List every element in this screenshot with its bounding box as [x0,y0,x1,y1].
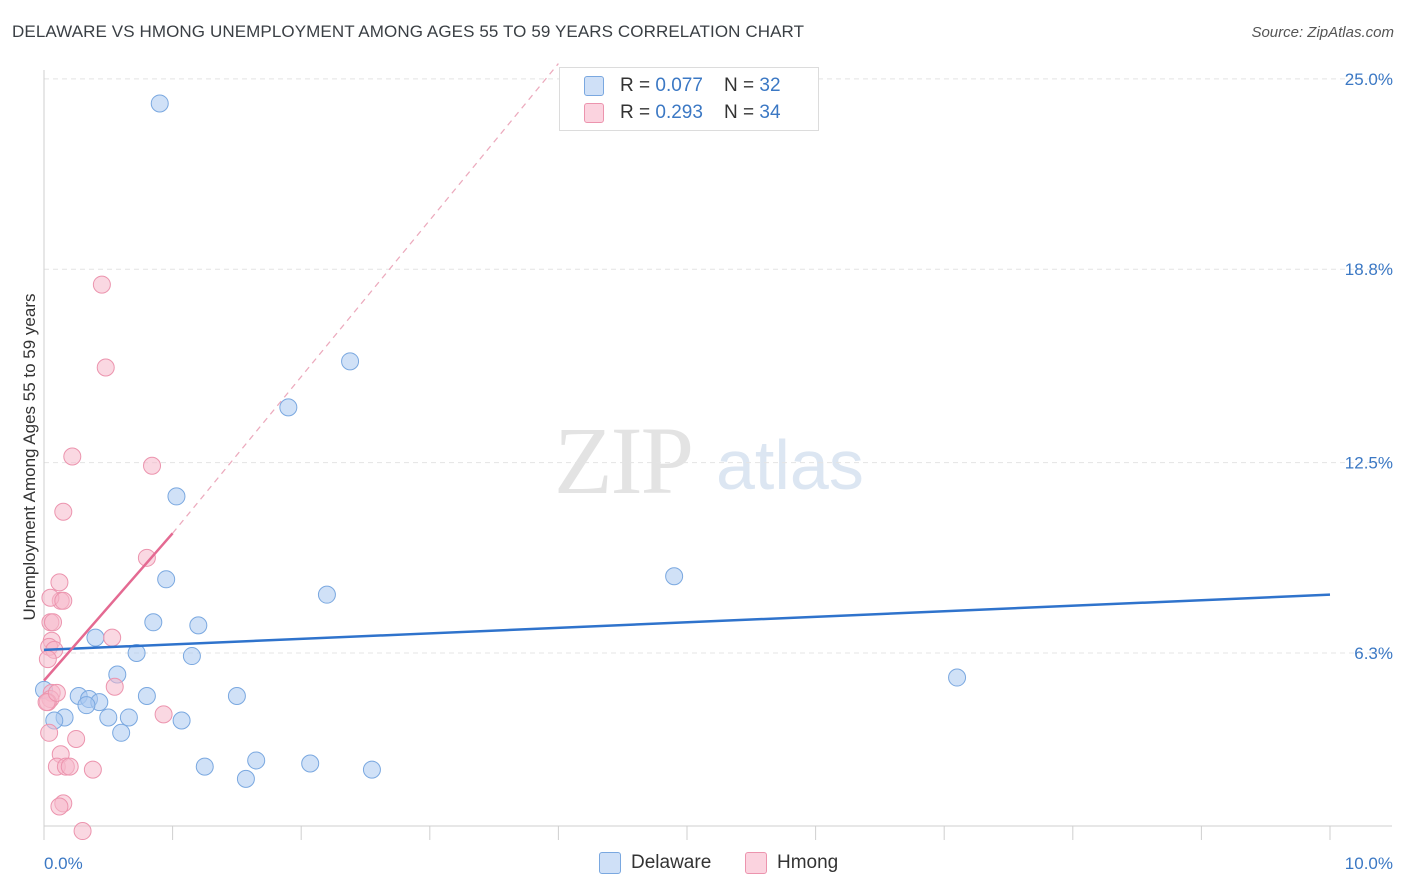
delaware-point [150,94,169,113]
delaware-point [127,643,146,662]
delaware-point [665,567,684,586]
hmong-trend-extension [172,63,559,534]
hmong-trend-line [43,532,174,682]
hmong-point [63,447,82,466]
legend-r-value-delaware: 0.077 [655,75,703,96]
bottom-legend-delaware: Delaware [599,852,711,874]
y-tick-label: 25.0% [1345,70,1393,89]
delaware-point [247,751,266,770]
delaware-point [77,696,96,715]
delaware-point [341,352,360,371]
legend-r-label: R = [620,75,656,96]
hmong-point [105,677,124,696]
delaware-point [137,686,156,705]
legend-swatch-delaware [584,76,604,96]
hmong-point [143,456,162,475]
legend-n-value-delaware: 32 [759,75,781,96]
hmong-point [92,275,111,294]
delaware-point [236,769,255,788]
delaware-point [144,613,163,632]
hmong-point [154,705,173,724]
delaware-point [112,723,131,742]
legend-swatch-hmong [584,103,604,123]
delaware-point [948,668,967,687]
source-credit: Source: ZipAtlas.com [1251,24,1394,41]
y-axis-label: Unemployment Among Ages 55 to 59 years [20,293,39,621]
hmong-point [96,358,115,377]
correlation-legend: R = 0.077 N = 32 R = 0.293 N = 34 [559,67,819,131]
delaware-trend-line [43,593,1331,652]
hmong-point [38,650,57,669]
legend-r-value-hmong: 0.293 [655,102,703,123]
bottom-legend-label-hmong: Hmong [777,852,839,873]
hmong-point [44,613,63,632]
delaware-point [182,647,201,666]
bottom-legend-swatch-hmong [745,852,767,874]
bottom-legend-swatch-delaware [599,852,621,874]
delaware-point [99,708,118,727]
delaware-point [227,686,246,705]
y-tick-label: 18.8% [1345,260,1393,279]
delaware-point [301,754,320,773]
delaware-point [279,398,298,417]
hmong-point [83,760,102,779]
y-tick-label: 12.5% [1345,454,1393,473]
bottom-legend-hmong: Hmong [745,852,838,874]
hmong-point [54,502,73,521]
legend-row-hmong: R = 0.293 N = 34 [584,101,781,125]
delaware-point [317,585,336,604]
hmong-point [60,757,79,776]
delaware-point [119,708,138,727]
x-tick-label: 10.0% [1345,854,1393,873]
legend-n-value-hmong: 34 [759,102,781,123]
delaware-point [362,760,381,779]
legend-r-label: R = [620,102,656,123]
delaware-point [157,570,176,589]
watermark-zip: ZIP [554,407,694,514]
legend-row-delaware: R = 0.077 N = 32 [584,74,781,98]
delaware-point [189,616,208,635]
delaware-point [172,711,191,730]
legend-n-label: N = [724,102,760,123]
hmong-point [54,591,73,610]
hmong-point [47,683,66,702]
hmong-point [40,723,59,742]
legend-n-label: N = [724,75,760,96]
hmong-point [103,628,122,647]
hmong-point [73,822,92,841]
y-tick-label: 6.3% [1354,644,1393,663]
hmong-point [50,797,69,816]
hmong-point [50,573,69,592]
delaware-point [86,628,105,647]
chart-title: DELAWARE VS HMONG UNEMPLOYMENT AMONG AGE… [12,22,805,41]
delaware-point [167,487,186,506]
hmong-point [137,548,156,567]
delaware-point [195,757,214,776]
hmong-point [67,729,86,748]
x-tick-label: 0.0% [44,854,83,873]
watermark-atlas: atlas [716,426,864,504]
bottom-legend-label-delaware: Delaware [631,852,712,873]
